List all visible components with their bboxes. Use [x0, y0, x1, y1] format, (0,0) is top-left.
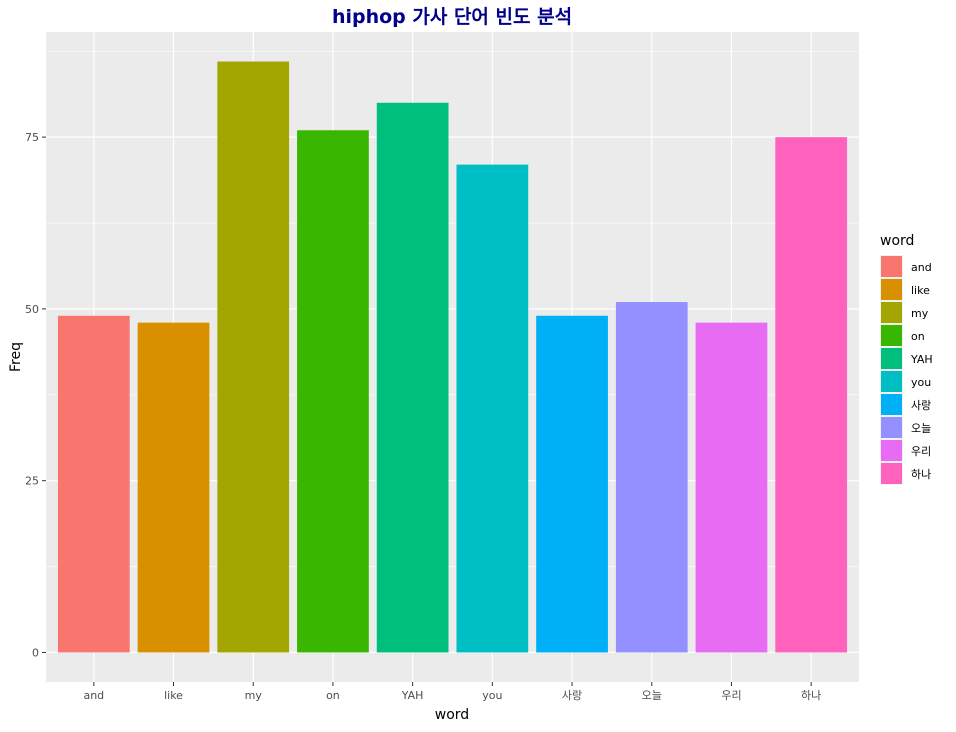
legend-label: you: [911, 376, 931, 389]
bar-like: [137, 322, 210, 653]
x-tick-label: you: [482, 689, 502, 702]
x-tick-label: 하나: [801, 688, 821, 702]
bar-하나: [775, 137, 848, 653]
legend-label: 오늘: [911, 422, 931, 435]
x-axis-label: word: [435, 707, 469, 723]
bar-you: [456, 164, 529, 653]
bar-my: [217, 61, 290, 653]
y-tick-label: 75: [25, 131, 39, 144]
bar-우리: [695, 322, 768, 653]
legend-label: 하나: [911, 467, 931, 481]
y-axis: 0 25 50 75: [25, 131, 46, 659]
bar-and: [57, 315, 130, 653]
legend-title: word: [880, 233, 914, 249]
legend-swatch-YAH: [881, 348, 902, 369]
x-axis: and like my on YAH you 사랑 오늘 우리 하나: [83, 682, 821, 702]
legend-label: YAH: [910, 353, 933, 366]
y-tick-label: 0: [32, 646, 39, 659]
legend-swatch-하나: [881, 463, 902, 484]
legend-label: 사랑: [911, 399, 931, 412]
bars-group: [57, 61, 848, 653]
legend-swatch-on: [881, 325, 902, 346]
y-axis-label: Freq: [8, 342, 24, 372]
legend-swatch-like: [881, 279, 902, 300]
x-tick-label: YAH: [401, 689, 424, 702]
bar-on: [297, 130, 369, 653]
x-tick-label: and: [83, 689, 104, 702]
x-tick-label: my: [245, 689, 263, 702]
legend-label: my: [911, 307, 929, 320]
y-tick-label: 50: [25, 303, 39, 316]
legend-label: like: [911, 284, 930, 297]
legend-swatch-우리: [881, 440, 902, 461]
bar-사랑: [536, 315, 608, 653]
legend-label: 우리: [911, 445, 931, 458]
legend-swatch-and: [881, 256, 902, 277]
x-tick-label: 사랑: [562, 689, 582, 702]
legend-label: and: [911, 261, 932, 274]
legend-label: on: [911, 330, 925, 343]
x-tick-label: on: [326, 689, 340, 702]
legend-swatch-오늘: [881, 417, 902, 438]
x-tick-label: 오늘: [642, 689, 662, 702]
y-tick-label: 25: [25, 475, 39, 488]
legend-swatch-you: [881, 371, 902, 392]
legend-swatch-사랑: [881, 394, 902, 415]
x-tick-label: like: [164, 689, 183, 702]
chart-title: hiphop 가사 단어 빈도 분석: [332, 6, 572, 28]
bar-YAH: [376, 102, 449, 653]
x-tick-label: 우리: [721, 689, 741, 702]
legend-swatch-my: [881, 302, 902, 323]
bar-오늘: [615, 302, 688, 653]
